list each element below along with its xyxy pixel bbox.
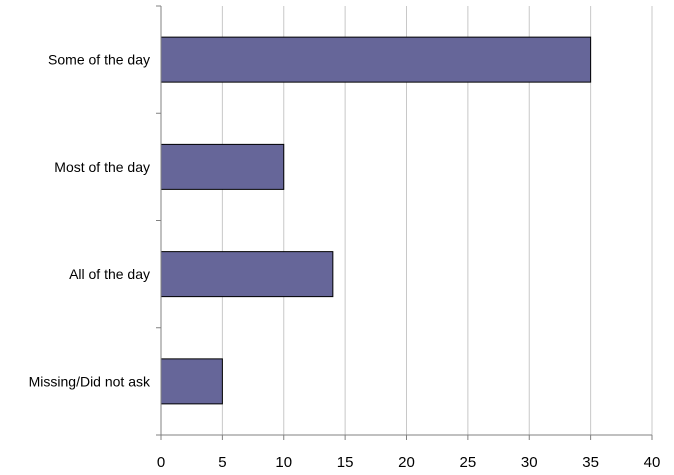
axes <box>156 5 653 440</box>
x-tick-label: 20 <box>398 454 415 471</box>
x-tick-label: 30 <box>521 454 538 471</box>
bars <box>160 36 592 405</box>
tick-labels: 0 5 10 15 20 25 30 35 40 <box>157 454 661 471</box>
category-label: Some of the day <box>48 52 150 68</box>
bar <box>160 358 223 405</box>
bar <box>160 143 285 190</box>
bar <box>160 251 334 298</box>
category-label: All of the day <box>69 266 150 282</box>
x-tick-label: 0 <box>157 454 165 471</box>
category-label: Missing/Did not ask <box>29 373 151 389</box>
x-tick-label: 5 <box>218 454 226 471</box>
x-tick-label: 40 <box>644 454 661 471</box>
category-label: Most of the day <box>54 159 150 175</box>
x-tick-label: 25 <box>460 454 477 471</box>
x-tick-label: 35 <box>582 454 599 471</box>
bar <box>160 36 592 83</box>
x-tick-label: 15 <box>337 454 354 471</box>
x-tick-label: 10 <box>275 454 292 471</box>
category-labels: Some of the day Most of the day All of the… <box>29 52 151 390</box>
